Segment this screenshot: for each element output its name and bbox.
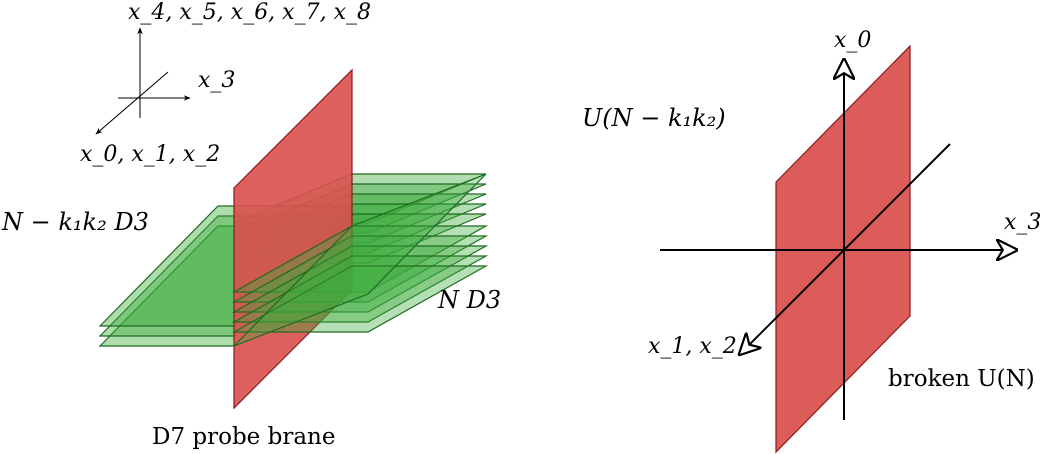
- broken-gauge-label: broken U(N): [888, 366, 1035, 392]
- right-axis-diagonal: [740, 143, 951, 354]
- left-axis-diagonal: [95, 71, 169, 135]
- gauge-group-label: U(N − k₁k₂): [582, 104, 726, 132]
- n-d3-stack-front: [231, 225, 489, 333]
- right-axis-x3-label: x_3: [1004, 210, 1042, 235]
- left-axis-x3-label: x_3: [198, 68, 236, 93]
- right-axes: [660, 60, 1016, 420]
- d3-stack-left-front: [233, 173, 487, 347]
- left-axis-diagonal-label: x_0, x_1, x_2: [80, 142, 221, 167]
- d7-probe-label: D7 probe brane: [152, 424, 336, 450]
- left-axis-vertical-label: x_4, x_5, x_6, x_7, x_8: [128, 0, 371, 25]
- left-axis-triad: [95, 27, 191, 135]
- d7-probe-brane: [233, 68, 353, 410]
- stack-label: N − k₁k₂ D3: [2, 208, 149, 236]
- right-axis-diagonal-label: x_1, x_2: [648, 334, 737, 359]
- right-axis-x0-label: x_0: [834, 28, 872, 53]
- n-d3-label: N D3: [438, 286, 502, 314]
